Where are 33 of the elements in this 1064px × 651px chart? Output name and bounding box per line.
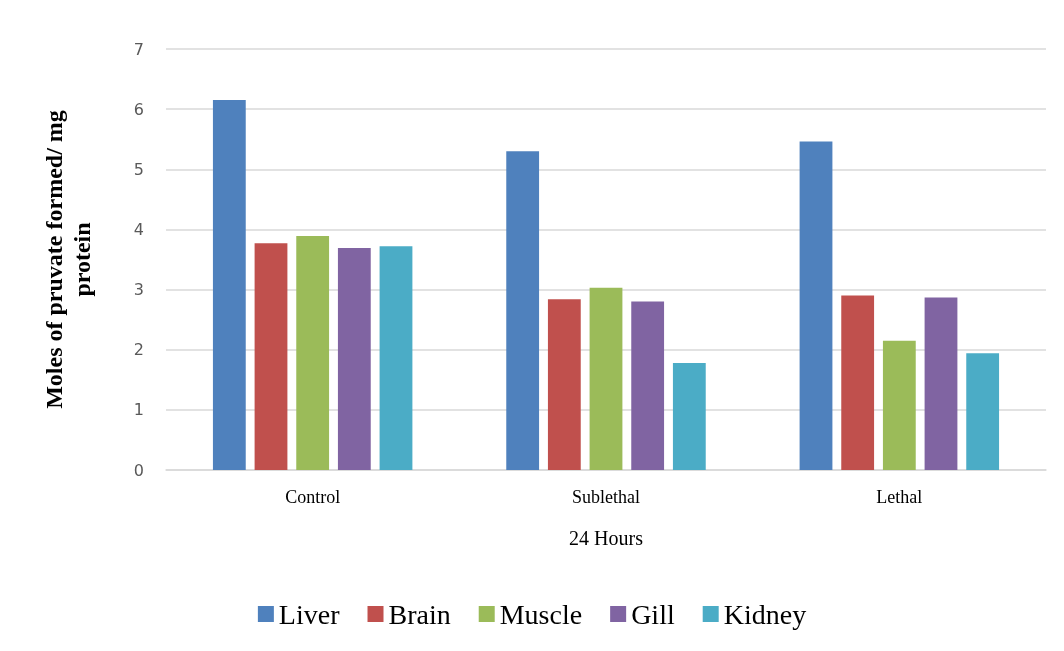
bar (631, 301, 665, 470)
legend-label: Muscle (499, 598, 583, 630)
legend-label: Kidney (723, 598, 807, 630)
bar (672, 362, 706, 470)
bar (589, 287, 623, 470)
bar (379, 246, 413, 470)
legend-label: Brain (388, 598, 451, 630)
x-tick-label: Lethal (876, 487, 923, 507)
y-tick-label: 4 (133, 219, 144, 239)
bar (506, 151, 540, 470)
x-tick-label: Sublethal (572, 487, 640, 507)
y-tick-label: 6 (133, 99, 144, 119)
bar (841, 295, 875, 470)
legend-label: Liver (278, 598, 341, 630)
bar (212, 100, 246, 470)
y-tick-label: 7 (133, 39, 144, 59)
y-tick-label: 1 (133, 400, 144, 420)
bar (296, 236, 330, 470)
bar (799, 141, 833, 470)
bar (254, 243, 288, 470)
legend-label: Gill (631, 598, 675, 630)
bar (547, 299, 581, 470)
x-tick-label: Control (285, 487, 341, 507)
bar (337, 248, 371, 470)
x-axis-title: 24 Hours (569, 527, 644, 549)
y-tick-label: 5 (133, 159, 144, 179)
y-tick-label: 3 (133, 280, 144, 300)
y-tick-label: 0 (133, 460, 144, 480)
bar (966, 353, 1000, 470)
y-axis-title: Moles of pruvate formed/ mg protein (41, 110, 95, 409)
bar (882, 340, 916, 470)
y-tick-label: 2 (133, 340, 144, 360)
bar (924, 297, 958, 470)
